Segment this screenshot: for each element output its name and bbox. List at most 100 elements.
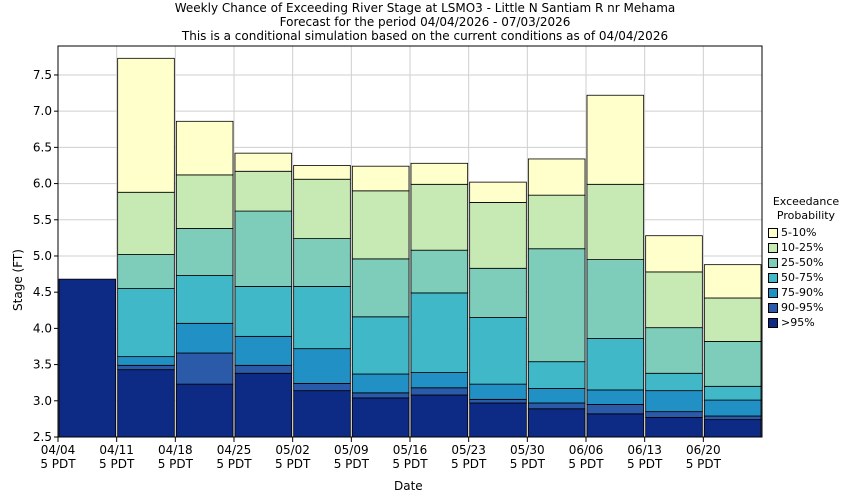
legend-item: 25-50% bbox=[768, 255, 846, 270]
legend-item: 10-25% bbox=[768, 240, 846, 255]
bar-segment-95 bbox=[58, 278, 117, 438]
bar-segment-90-95 bbox=[117, 364, 175, 371]
bar-segment-10-25 bbox=[175, 174, 234, 229]
bar-segment-75-90 bbox=[351, 373, 410, 394]
bar-segment-95 bbox=[234, 372, 293, 438]
legend-label: 10-25% bbox=[781, 241, 824, 254]
bar-segment-90-95 bbox=[469, 398, 527, 404]
bar-segment-10-25 bbox=[117, 191, 175, 255]
bar-segment-95 bbox=[117, 369, 175, 438]
bar-segment-25-50 bbox=[410, 249, 469, 294]
x-tick-label-date: 06/20 bbox=[686, 443, 721, 457]
bar-segment-50-75 bbox=[469, 317, 527, 385]
x-tick-label-time: 5 PDT bbox=[392, 457, 428, 471]
bar-segment-5-10 bbox=[117, 57, 175, 193]
x-tick-label-time: 5 PDT bbox=[334, 457, 370, 471]
legend-item: 50-75% bbox=[768, 270, 846, 285]
bar-segment-10-25 bbox=[586, 183, 645, 261]
bar-segment-75-90 bbox=[117, 356, 175, 366]
y-axis-title: Stage (FT) bbox=[11, 249, 25, 311]
x-tick-label-time: 5 PDT bbox=[627, 457, 663, 471]
legend-swatch bbox=[768, 272, 778, 283]
bar-segment-5-10 bbox=[351, 165, 410, 192]
legend-label: >95% bbox=[781, 316, 815, 329]
legend-swatch bbox=[768, 302, 778, 313]
bar-segment-90-95 bbox=[586, 404, 645, 415]
x-tick-label-time: 5 PDT bbox=[568, 457, 604, 471]
bar-segment-95 bbox=[175, 383, 234, 438]
bar-segment-75-90 bbox=[410, 372, 469, 389]
bar-segment-10-25 bbox=[234, 170, 293, 212]
x-tick-label-time: 5 PDT bbox=[275, 457, 311, 471]
bar-segment-75-90 bbox=[234, 335, 293, 366]
y-tick-label: 4.5 bbox=[33, 285, 52, 299]
bar-segment-10-25 bbox=[351, 190, 410, 260]
y-tick-label: 7.5 bbox=[33, 68, 52, 82]
bar-segment-75-90 bbox=[175, 322, 234, 354]
x-tick-label-date: 04/11 bbox=[99, 443, 134, 457]
bar-segment-5-10 bbox=[469, 181, 527, 203]
legend-item: 90-95% bbox=[768, 300, 846, 315]
x-tick-label-date: 04/18 bbox=[158, 443, 193, 457]
bar-segment-50-75 bbox=[293, 285, 351, 350]
legend-label: 25-50% bbox=[781, 256, 824, 269]
chart-subtitle-period: Forecast for the period 04/04/2026 - 07/… bbox=[279, 15, 571, 29]
bar-segment-10-25 bbox=[527, 194, 586, 250]
x-axis-title: Date bbox=[394, 479, 423, 493]
bar-segment-90-95 bbox=[351, 392, 410, 399]
legend-swatch bbox=[768, 287, 778, 298]
bar-segment-75-90 bbox=[293, 348, 351, 384]
bar-segment-90-95 bbox=[645, 411, 703, 418]
legend-label: 50-75% bbox=[781, 271, 824, 284]
legend-swatch bbox=[768, 257, 778, 268]
legend-label: 5-10% bbox=[781, 226, 817, 239]
bar-segment-95 bbox=[703, 419, 762, 438]
bar-segment-25-50 bbox=[645, 327, 703, 374]
bar-segment-95 bbox=[469, 402, 527, 438]
x-tick-label-date: 05/09 bbox=[334, 443, 369, 457]
bar-segment-10-25 bbox=[703, 297, 762, 342]
bar-segment-5-10 bbox=[175, 120, 234, 176]
x-tick-label-date: 06/06 bbox=[569, 443, 604, 457]
bar-segment-90-95 bbox=[234, 364, 293, 374]
legend-item: 75-90% bbox=[768, 285, 846, 300]
x-tick-label-time: 5 PDT bbox=[99, 457, 135, 471]
bar-segment-95 bbox=[410, 394, 469, 438]
bar-segment-75-90 bbox=[527, 388, 586, 404]
bar-segment-10-25 bbox=[293, 178, 351, 240]
bar-segment-75-90 bbox=[645, 390, 703, 413]
bar-segment-90-95 bbox=[175, 352, 234, 385]
bar-segment-5-10 bbox=[527, 158, 586, 196]
bar-segment-95 bbox=[293, 390, 351, 438]
legend-label: 90-95% bbox=[781, 301, 824, 314]
bar-segment-10-25 bbox=[410, 183, 469, 251]
bar-segment-50-75 bbox=[175, 275, 234, 324]
bar-segment-90-95 bbox=[527, 402, 586, 410]
bar-segment-25-50 bbox=[586, 259, 645, 339]
x-tick-label-time: 5 PDT bbox=[451, 457, 487, 471]
x-tick-label-date: 05/16 bbox=[393, 443, 428, 457]
y-tick-label: 3.0 bbox=[33, 394, 52, 408]
y-tick-label: 3.5 bbox=[33, 358, 52, 372]
bar-segment-95 bbox=[527, 408, 586, 438]
legend-swatch bbox=[768, 227, 778, 238]
bar-segment-95 bbox=[351, 397, 410, 438]
bar-segment-75-90 bbox=[586, 389, 645, 405]
legend-swatch bbox=[768, 317, 778, 328]
y-tick-label: 7.0 bbox=[33, 104, 52, 118]
y-tick-label: 5.5 bbox=[33, 213, 52, 227]
bar-segment-25-50 bbox=[234, 210, 293, 287]
bar-segment-5-10 bbox=[586, 94, 645, 185]
bar-segment-90-95 bbox=[410, 387, 469, 396]
legend-swatch bbox=[768, 242, 778, 253]
bar-segment-25-50 bbox=[469, 267, 527, 318]
bar-segment-90-95 bbox=[703, 415, 762, 421]
bar-segment-50-75 bbox=[586, 338, 645, 391]
bar-segment-5-10 bbox=[234, 152, 293, 172]
bar-segment-25-50 bbox=[117, 254, 175, 289]
bar-segment-5-10 bbox=[410, 162, 469, 185]
legend-title: Exceedance Probability bbox=[772, 195, 840, 222]
chart-title: Weekly Chance of Exceeding River Stage a… bbox=[174, 1, 676, 15]
x-tick-label-date: 05/02 bbox=[275, 443, 310, 457]
bar-segment-50-75 bbox=[234, 285, 293, 337]
